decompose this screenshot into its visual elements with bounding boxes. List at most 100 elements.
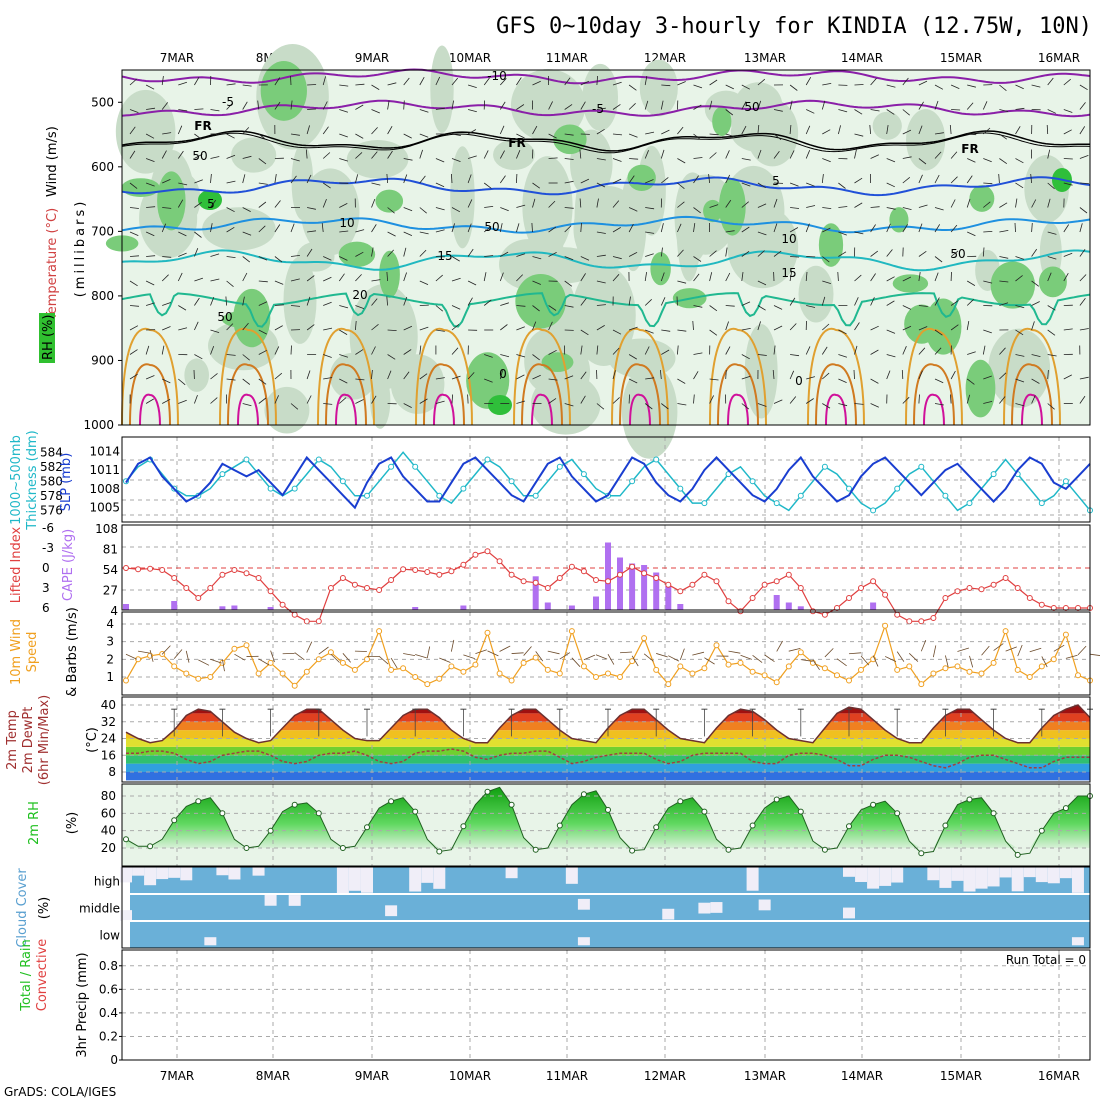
wind-speed-line-marker xyxy=(906,663,913,670)
wind-barb xyxy=(805,125,811,135)
wind-barb xyxy=(886,109,895,115)
wind-barb xyxy=(789,370,795,380)
wind-barb xyxy=(1047,369,1049,380)
wind-barb xyxy=(709,329,718,336)
rh-line-marker xyxy=(147,843,154,850)
cape-bar xyxy=(171,601,178,610)
wind-barb xyxy=(693,84,703,89)
thickness-line-marker xyxy=(942,492,949,499)
wind-barb xyxy=(709,305,718,312)
lifted-index-line-marker xyxy=(544,585,551,591)
wind-barb xyxy=(660,272,665,282)
wind-barb xyxy=(773,399,783,404)
wind-barb xyxy=(387,150,393,159)
rh-moist xyxy=(703,199,723,223)
wind-barb xyxy=(274,346,280,355)
wind-barb xyxy=(870,250,879,257)
wind-barb xyxy=(419,345,422,355)
wind-barb xyxy=(226,207,235,213)
low-cloud-gap xyxy=(1071,937,1084,946)
wind-barb-10m xyxy=(499,645,511,652)
cape-bar xyxy=(460,605,467,610)
wind-barb xyxy=(451,207,461,213)
wind-barb xyxy=(1015,182,1024,189)
wind-barb xyxy=(902,129,912,135)
bottom-date-label: 13MAR xyxy=(744,1069,786,1083)
rh-line-marker xyxy=(942,822,949,829)
wind-barb-10m xyxy=(559,652,571,660)
wind-barb xyxy=(371,395,377,404)
rh-moist xyxy=(157,171,186,231)
wind-barb xyxy=(693,175,699,184)
wind-barb xyxy=(1047,256,1057,260)
rh-line-marker xyxy=(797,808,804,815)
wind-barb xyxy=(403,247,407,257)
wind-barb xyxy=(322,101,328,110)
wind-speed-line-marker xyxy=(424,681,431,688)
wind-barb xyxy=(435,305,444,312)
wind-barb xyxy=(950,250,959,257)
wind-barb xyxy=(564,375,574,380)
wind-barb xyxy=(1031,199,1037,208)
wind-barb xyxy=(934,100,939,110)
diurnal-isotherm-dome xyxy=(611,327,669,426)
cape-bar xyxy=(797,606,804,611)
rh-ylabel-text: RH (%) xyxy=(41,315,56,360)
wind-barb xyxy=(306,370,311,380)
rh-line-marker xyxy=(484,788,491,795)
wind-barb xyxy=(242,256,251,263)
wind-barb-10m xyxy=(270,650,275,663)
diurnal-isotherm-dome xyxy=(709,327,767,426)
wind-speed-line-marker xyxy=(834,672,840,679)
wind-barb xyxy=(596,254,606,257)
temp-band xyxy=(126,755,1090,764)
thickness-line-marker xyxy=(846,485,852,492)
lifted-index-line-marker xyxy=(978,586,985,593)
wind-barb xyxy=(387,370,392,380)
mid-cloud-gap xyxy=(385,905,398,917)
wind-barb xyxy=(500,302,510,306)
top-date-label: 10MAR xyxy=(449,51,491,65)
high-cloud-gap xyxy=(1059,867,1072,879)
wind-barb xyxy=(371,127,378,135)
lifted-index-line-marker xyxy=(412,567,419,573)
bottom-date-label: 7MAR xyxy=(160,1069,195,1083)
wind-barb xyxy=(451,347,459,355)
lifted-index-line-marker xyxy=(629,563,636,570)
rh-ylabel: RH (%) xyxy=(39,313,56,363)
wind-barb-10m xyxy=(595,654,608,660)
wind-barb xyxy=(419,326,429,331)
wind-barb xyxy=(355,229,365,233)
wind-barb-10m xyxy=(908,652,919,662)
wind-speed-line-marker xyxy=(364,656,370,663)
wind-barb xyxy=(177,199,184,208)
rh-moist xyxy=(541,352,574,373)
wind-barb xyxy=(709,100,713,110)
wind-barb xyxy=(548,226,557,233)
lifted-index-line-marker xyxy=(906,618,913,625)
wind-barb xyxy=(999,133,1008,140)
cape-bar xyxy=(532,576,539,611)
wind-barb xyxy=(210,345,215,355)
isotherm-label: 50 xyxy=(217,310,232,324)
wind-barb xyxy=(870,273,876,282)
wind-barb xyxy=(628,207,638,212)
wind-barb xyxy=(612,347,620,355)
wind-tick-label: 1 xyxy=(106,670,114,684)
ylabel-line: 3hr Precip (mm) xyxy=(75,952,90,1057)
wind-barb xyxy=(516,173,518,184)
wind-barb xyxy=(805,346,811,355)
wind-barb xyxy=(258,256,268,261)
rh-line-marker xyxy=(412,808,419,815)
wind-barb xyxy=(274,77,281,86)
wind-speed-line-marker xyxy=(737,659,744,666)
top-date-label: 7MAR xyxy=(160,51,195,65)
wind-barb xyxy=(242,378,251,385)
rh-line-marker xyxy=(918,850,925,857)
wind-barb xyxy=(290,133,300,136)
wind-barb xyxy=(1063,273,1069,282)
wind-barb xyxy=(886,125,889,135)
wind-barb xyxy=(838,329,847,335)
wind-barb xyxy=(306,125,310,135)
wind-speed-line-marker xyxy=(725,661,732,668)
